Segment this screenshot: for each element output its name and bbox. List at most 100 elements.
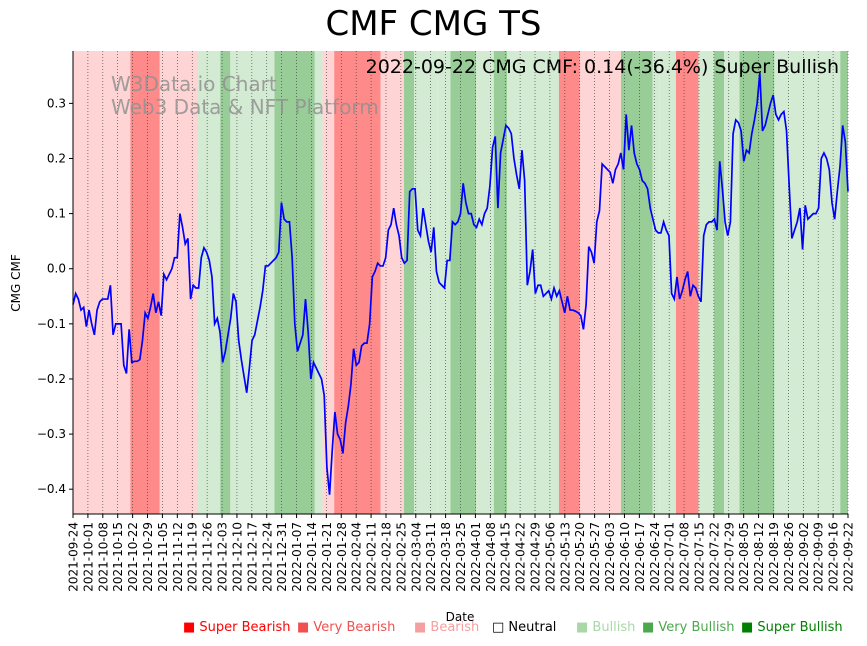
x-tick-label: 2022-04-01 <box>469 522 483 592</box>
x-tick-label: 2022-02-11 <box>365 522 379 592</box>
regime-band-4 <box>220 51 231 514</box>
x-tick-label: 2021-11-19 <box>186 522 200 592</box>
x-tick-label: 2022-08-12 <box>752 522 766 592</box>
x-tick-label: 2022-03-25 <box>454 522 468 592</box>
regime-band-31 <box>840 51 848 514</box>
regime-band-11 <box>403 51 414 514</box>
x-tick-label: 2022-03-18 <box>439 522 453 592</box>
regime-band-17 <box>507 51 521 514</box>
regime-band-29 <box>774 51 790 514</box>
regime-band-0 <box>73 51 131 514</box>
y-axis-ticks: −0.4 −0.3 −0.2 −0.1 0.0 0.1 0.2 0.3 <box>37 96 73 496</box>
x-tick-label: 2022-09-09 <box>812 522 826 592</box>
y-axis-label: CMG CMF <box>9 254 23 312</box>
x-tick-label: 2021-10-01 <box>81 522 95 592</box>
x-axis-label: Date <box>446 610 475 624</box>
x-tick-label: 2022-08-26 <box>782 522 796 592</box>
regime-band-28 <box>739 51 775 514</box>
x-tick-label: 2022-03-11 <box>424 522 438 592</box>
x-tick-label: 2021-11-12 <box>171 522 185 592</box>
x-tick-label: 2021-11-26 <box>201 522 215 592</box>
y-tick-label: −0.1 <box>37 317 66 331</box>
x-tick-label: 2022-06-17 <box>633 522 647 592</box>
y-tick-label: 0.2 <box>47 151 66 165</box>
x-tick-label: 2022-03-04 <box>409 522 423 592</box>
y-tick-label: 0.0 <box>47 262 66 276</box>
x-tick-label: 2022-09-02 <box>797 522 811 592</box>
regime-band-23 <box>659 51 676 514</box>
y-tick-label: −0.3 <box>37 427 66 441</box>
x-tick-label: 2021-11-05 <box>156 522 170 592</box>
regime-band-9 <box>334 51 381 514</box>
legend-item-super-bearish: ■ Super Bearish <box>183 620 291 635</box>
x-tick-label: 2021-09-24 <box>67 522 81 592</box>
watermark: W3Data.io Chart Web3 Data & NFT Platform <box>111 72 379 119</box>
x-tick-label: 2022-07-29 <box>722 522 736 592</box>
legend-item-very-bearish: ■ Very Bearish <box>297 620 396 635</box>
x-tick-label: 2022-04-29 <box>529 522 543 592</box>
x-tick-label: 2022-02-04 <box>350 522 364 592</box>
regime-band-6 <box>274 51 315 514</box>
latest-value-annotation: 2022-09-22 CMG CMF: 0.14(-36.4%) Super B… <box>366 56 839 78</box>
regime-band-8 <box>322 51 335 514</box>
legend-item-bullish: ■ Bullish <box>576 620 636 635</box>
x-tick-label: 2022-07-22 <box>707 522 721 592</box>
regime-band-3 <box>197 51 221 514</box>
regime-band-14 <box>450 51 476 514</box>
x-tick-label: 2022-04-22 <box>514 522 528 592</box>
x-tick-label: 2022-01-28 <box>335 522 349 592</box>
legend-item-very-bullish: ■ Very Bullish <box>642 620 735 635</box>
x-tick-label: 2021-12-17 <box>245 522 259 592</box>
x-tick-label: 2022-07-15 <box>692 522 706 592</box>
regime-band-12 <box>414 51 438 514</box>
x-tick-label: 2022-02-25 <box>394 522 408 592</box>
x-axis-ticks: 2021-09-24 2021-10-01 2021-10-08 2021-10-15… <box>67 514 856 592</box>
x-tick-label: 2022-01-14 <box>305 522 319 592</box>
regime-band-27 <box>724 51 740 514</box>
x-tick-label: 2022-05-27 <box>588 522 602 592</box>
x-tick-label: 2021-12-03 <box>216 522 230 592</box>
y-tick-label: 0.3 <box>47 96 66 110</box>
x-tick-label: 2022-04-08 <box>484 522 498 592</box>
x-tick-label: 2021-10-08 <box>96 522 110 592</box>
regime-band-26 <box>713 51 724 514</box>
x-tick-label: 2022-01-21 <box>320 522 334 592</box>
x-tick-label: 2022-06-24 <box>648 522 662 592</box>
y-tick-label: −0.4 <box>37 482 66 496</box>
x-tick-label: 2022-05-20 <box>573 522 587 592</box>
regime-band-7 <box>314 51 323 514</box>
x-tick-label: 2022-09-16 <box>827 522 841 592</box>
legend-item-super-bullish: ■ Super Bullish <box>741 620 843 635</box>
x-tick-label: 2021-10-15 <box>111 522 125 592</box>
x-tick-label: 2022-06-10 <box>618 522 632 592</box>
regime-band-25 <box>698 51 714 514</box>
x-tick-label: 2022-08-05 <box>737 522 751 592</box>
y-tick-label: 0.1 <box>47 207 66 221</box>
y-tick-label: −0.2 <box>37 372 66 386</box>
regime-band-5 <box>230 51 275 514</box>
regime-band-13 <box>437 51 451 514</box>
x-tick-label: 2021-12-24 <box>260 522 274 592</box>
regime-bands <box>73 51 848 514</box>
x-tick-label: 2021-10-29 <box>141 522 155 592</box>
regime-band-30 <box>789 51 841 514</box>
x-tick-label: 2021-10-22 <box>126 522 140 592</box>
x-tick-label: 2022-07-08 <box>678 522 692 592</box>
x-tick-label: 2021-12-31 <box>275 522 289 592</box>
x-tick-label: 2022-01-07 <box>290 522 304 592</box>
legend-item-neutral: □ Neutral <box>492 620 557 635</box>
x-tick-label: 2022-07-01 <box>663 522 677 592</box>
x-tick-label: 2022-05-13 <box>558 522 572 592</box>
x-tick-label: 2022-06-03 <box>603 522 617 592</box>
regime-band-24 <box>675 51 699 514</box>
regime-band-22 <box>652 51 660 514</box>
regime-band-20 <box>579 51 621 514</box>
series-line-cmg-cmf <box>72 72 849 495</box>
x-tick-label: 2022-04-15 <box>499 522 513 592</box>
regime-band-2 <box>159 51 197 514</box>
legend-item-bearish: ■ Bearish <box>414 620 480 635</box>
regime-band-19 <box>558 51 580 514</box>
regime-band-18 <box>520 51 559 514</box>
regime-band-15 <box>476 51 494 514</box>
